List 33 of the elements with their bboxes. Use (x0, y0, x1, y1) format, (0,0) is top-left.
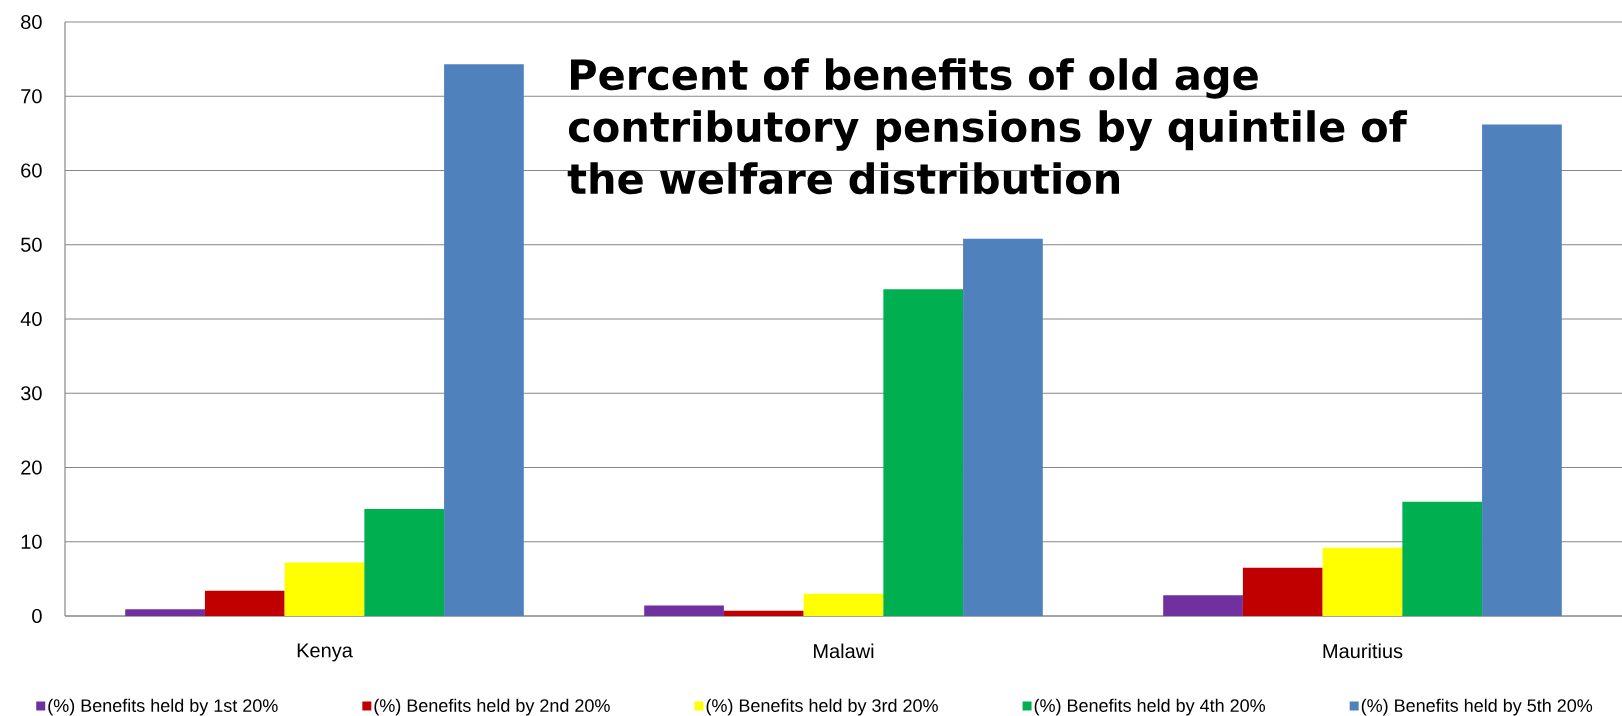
y-tick-label: 10 (21, 534, 42, 549)
bar (1322, 547, 1403, 616)
y-tick-label: 50 (21, 237, 42, 252)
x-tick-label: Mauritius (1323, 643, 1403, 659)
bar (1402, 501, 1483, 616)
x-tick-label: Kenya (297, 643, 353, 662)
legend-label: (%) Benefits held by 5th 20% (1361, 698, 1593, 716)
bar (204, 590, 285, 616)
bar (644, 605, 724, 616)
y-tick-label: 40 (20, 311, 42, 327)
bar (1482, 124, 1562, 616)
bar (444, 64, 524, 616)
legend-label: (%) Benefits held by 1st 20% (48, 698, 278, 716)
x-tick-label: Malawi (814, 643, 874, 659)
bar (125, 609, 205, 616)
legend-label: (%) Benefits held by 4th 20% (1034, 698, 1266, 716)
bar (284, 562, 365, 616)
bar (883, 289, 964, 616)
legend-label: (%) Benefits held by 2nd 20% (374, 698, 610, 716)
bar (364, 509, 445, 616)
legend-label: (%) Benefits held by 3rd 20% (706, 698, 938, 716)
bar (963, 238, 1043, 616)
y-tick-label: 30 (21, 386, 42, 401)
bar (1242, 567, 1323, 616)
y-tick-label: 80 (21, 14, 42, 30)
bar (1163, 595, 1243, 616)
bar (803, 593, 884, 616)
y-tick-label: 60 (21, 163, 42, 178)
y-tick-label: 20 (21, 460, 42, 475)
y-tick-label: 0 (32, 608, 42, 624)
text: Percent of benefits of old age contributory pensions by quintile of the welfare distribution (567, 58, 1408, 195)
y-tick-label: 70 (21, 89, 42, 104)
bar (723, 610, 804, 616)
